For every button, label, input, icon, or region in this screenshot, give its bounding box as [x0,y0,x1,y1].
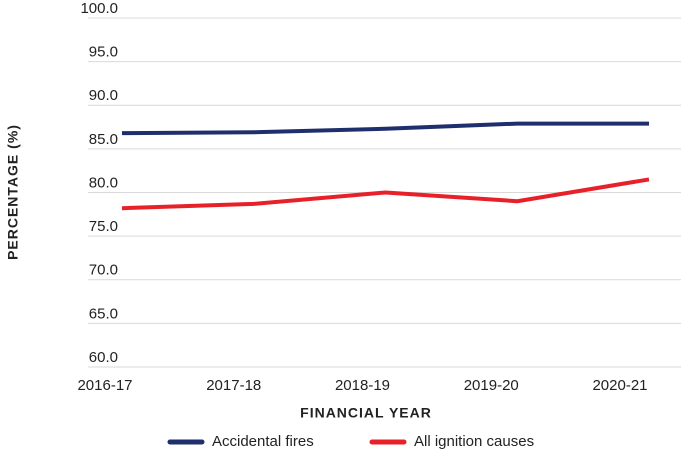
legend-label: Accidental fires [212,433,314,450]
y-tick-label: 100.0 [80,0,118,17]
y-tick-label: 75.0 [89,218,118,235]
legend-label: All ignition causes [414,433,534,450]
x-tick-label: 2016-17 [77,377,132,394]
x-tick-label: 2017-18 [206,377,261,394]
y-tick-label: 95.0 [89,44,118,61]
y-axis-title: PERCENTAGE (%) [5,124,21,260]
x-tick-label: 2018-19 [335,377,390,394]
y-tick-label: 85.0 [89,131,118,148]
y-tick-label: 65.0 [89,305,118,322]
x-tick-label: 2020-21 [592,377,647,394]
y-tick-label: 90.0 [89,87,118,104]
series-line [121,121,649,136]
y-tick-label: 80.0 [89,174,118,191]
y-tick-label: 70.0 [89,262,118,279]
y-tick-label: 60.0 [89,349,118,366]
x-tick-label: 2019-20 [464,377,519,394]
series-line [121,177,650,211]
x-axis-title: FINANCIAL YEAR [300,405,432,421]
